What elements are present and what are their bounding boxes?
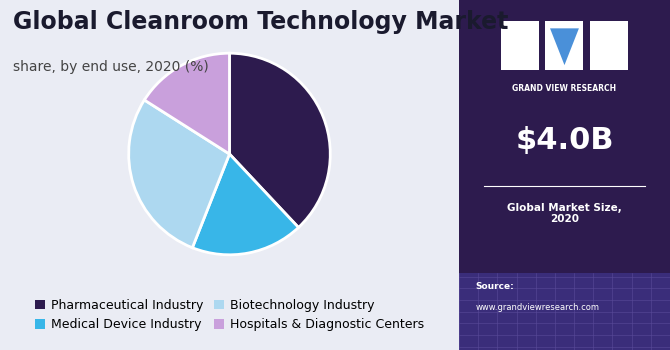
Text: Global Market Size,
2020: Global Market Size, 2020	[507, 203, 622, 224]
Wedge shape	[144, 53, 230, 154]
Wedge shape	[229, 53, 330, 228]
Text: Source:: Source:	[476, 282, 515, 291]
Text: share, by end use, 2020 (%): share, by end use, 2020 (%)	[13, 60, 209, 74]
Legend: Pharmaceutical Industry, Medical Device Industry, Biotechnology Industry, Hospit: Pharmaceutical Industry, Medical Device …	[35, 299, 424, 331]
Bar	[459, 273, 670, 350]
Text: $4.0B: $4.0B	[515, 126, 614, 154]
Text: Global Cleanroom Technology Market: Global Cleanroom Technology Market	[13, 10, 509, 35]
Text: www.grandviewresearch.com: www.grandviewresearch.com	[476, 303, 600, 312]
Polygon shape	[550, 28, 579, 65]
Bar	[545, 21, 584, 70]
Wedge shape	[129, 100, 229, 248]
Wedge shape	[192, 154, 298, 255]
Text: GRAND VIEW RESEARCH: GRAND VIEW RESEARCH	[513, 84, 616, 93]
Bar	[501, 21, 539, 70]
Bar	[590, 21, 628, 70]
